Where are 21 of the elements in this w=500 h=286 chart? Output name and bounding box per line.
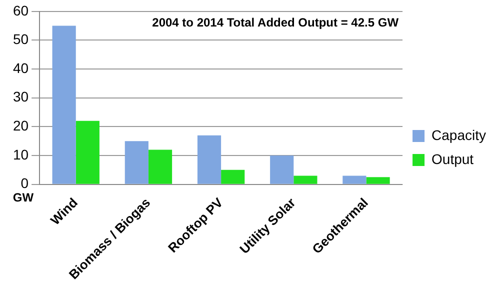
y-tick-label: 40 [12, 60, 29, 76]
bar [148, 150, 172, 184]
bar [124, 141, 148, 184]
bar [342, 176, 366, 184]
legend-label: Output [432, 150, 474, 167]
annotation: 2004 to 2014 Total Added Output = 42.5 GW [152, 16, 400, 30]
bar [197, 135, 222, 184]
y-tick-label: 50 [12, 31, 29, 48]
bar [366, 177, 390, 184]
y-axis-title: GW [12, 190, 34, 205]
bar [221, 170, 245, 184]
y-tick-label: 10 [12, 146, 29, 162]
bar [52, 26, 76, 184]
bar [76, 120, 100, 184]
y-tick-label: 0 [20, 175, 29, 192]
y-tick-label: 20 [12, 118, 29, 134]
bar [294, 176, 318, 184]
bar [270, 156, 294, 184]
legend-label: Capacity [432, 126, 486, 143]
y-tick-label: 30 [12, 88, 29, 105]
y-tick-label: 60 [12, 2, 29, 18]
